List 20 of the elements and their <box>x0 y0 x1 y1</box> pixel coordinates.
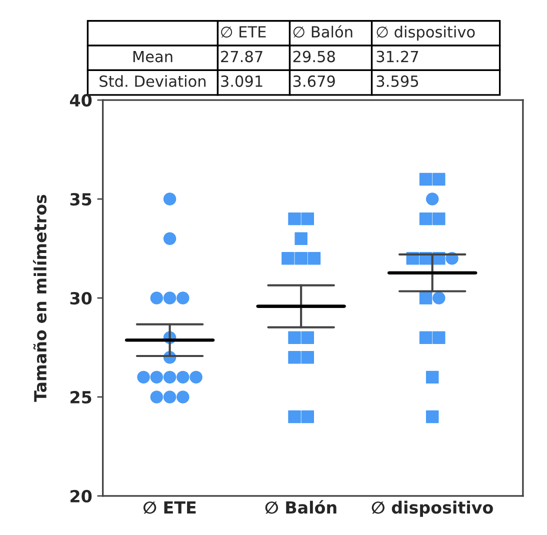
text: 27.87 <box>221 50 262 62</box>
text: Std. Deviation <box>100 75 206 87</box>
y-tick-label: 35 <box>70 192 92 206</box>
category-label: ∅ Balón <box>293 25 352 38</box>
y-tick-label: 25 <box>70 390 92 404</box>
text: 29.58 <box>293 50 335 62</box>
x-tick-label: ∅ ETE <box>143 501 196 514</box>
text: 3.595 <box>376 75 418 87</box>
y-tick-label: 40 <box>70 94 92 107</box>
y-tick-label: 20 <box>70 490 92 503</box>
category-label: ∅ dispositivo <box>376 26 475 41</box>
y-tick-label: 30 <box>70 292 92 305</box>
x-tick-label: ∅ Balón <box>265 500 336 514</box>
text: 3.679 <box>293 75 335 87</box>
text: Mean <box>133 50 172 62</box>
text: 31.27 <box>376 50 418 62</box>
text: 3.091 <box>221 75 262 87</box>
category-label: ∅ ETE <box>221 26 266 38</box>
y-axis-title: Tamaño en milímetros <box>32 194 47 402</box>
x-tick-label: ∅ dispositivo <box>372 500 493 517</box>
